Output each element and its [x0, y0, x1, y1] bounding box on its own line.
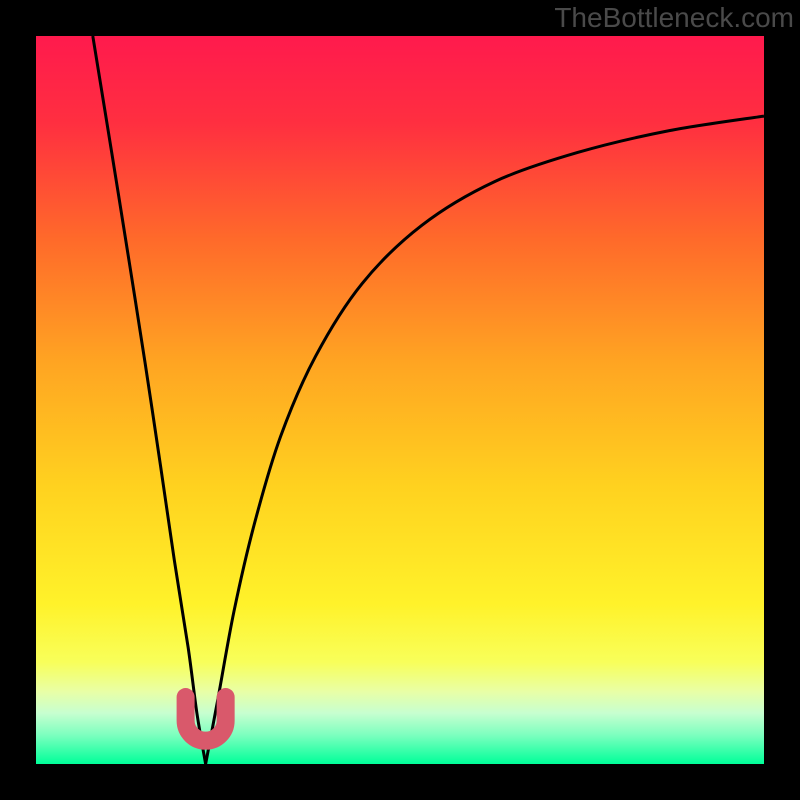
watermark-text: TheBottleneck.com: [554, 2, 794, 34]
chart-stage: TheBottleneck.com: [0, 0, 800, 800]
bottleneck-plot: [0, 0, 800, 800]
plot-background: [36, 36, 764, 764]
